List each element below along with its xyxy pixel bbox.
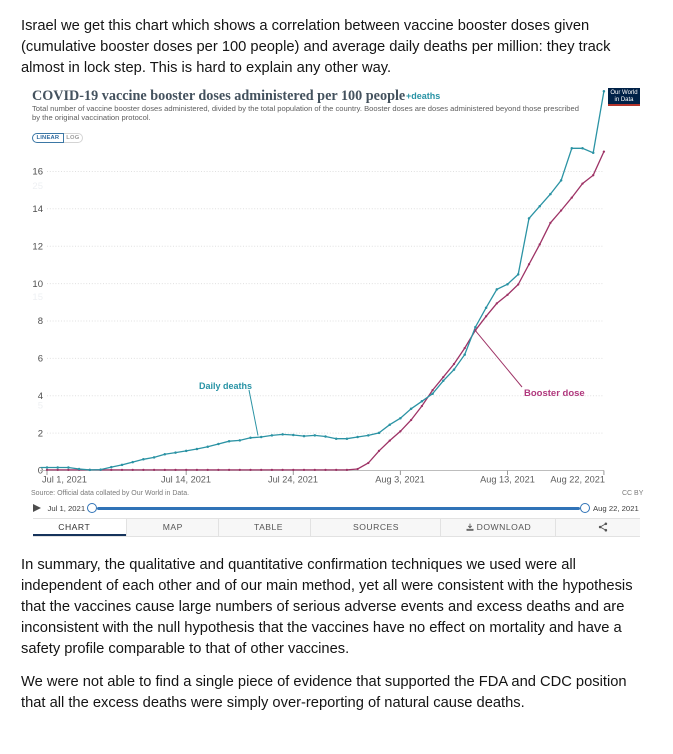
svg-text:Booster dose: Booster dose <box>524 388 585 399</box>
svg-text:16: 16 <box>32 167 43 178</box>
svg-text:2: 2 <box>38 428 43 439</box>
svg-text:8: 8 <box>38 316 43 327</box>
svg-text:0: 0 <box>38 466 43 477</box>
svg-text:4: 4 <box>38 391 43 402</box>
svg-text:Daily deaths: Daily deaths <box>199 381 252 391</box>
svg-text:Jul 24, 2021: Jul 24, 2021 <box>268 475 318 485</box>
svg-text:5: 5 <box>38 401 43 412</box>
svg-text:14: 14 <box>32 204 43 215</box>
svg-text:25: 25 <box>32 181 43 192</box>
svg-text:Jul 14, 2021: Jul 14, 2021 <box>161 475 211 485</box>
svg-text:Aug 22, 2021: Aug 22, 2021 <box>550 475 605 485</box>
svg-text:Aug 13, 2021: Aug 13, 2021 <box>480 475 535 485</box>
svg-text:Aug 3, 2021: Aug 3, 2021 <box>375 475 425 485</box>
svg-text:15: 15 <box>32 292 43 303</box>
svg-text:Jul 1, 2021: Jul 1, 2021 <box>42 475 87 485</box>
svg-text:12: 12 <box>32 241 43 252</box>
svg-text:6: 6 <box>38 354 43 365</box>
svg-text:10: 10 <box>32 279 43 290</box>
